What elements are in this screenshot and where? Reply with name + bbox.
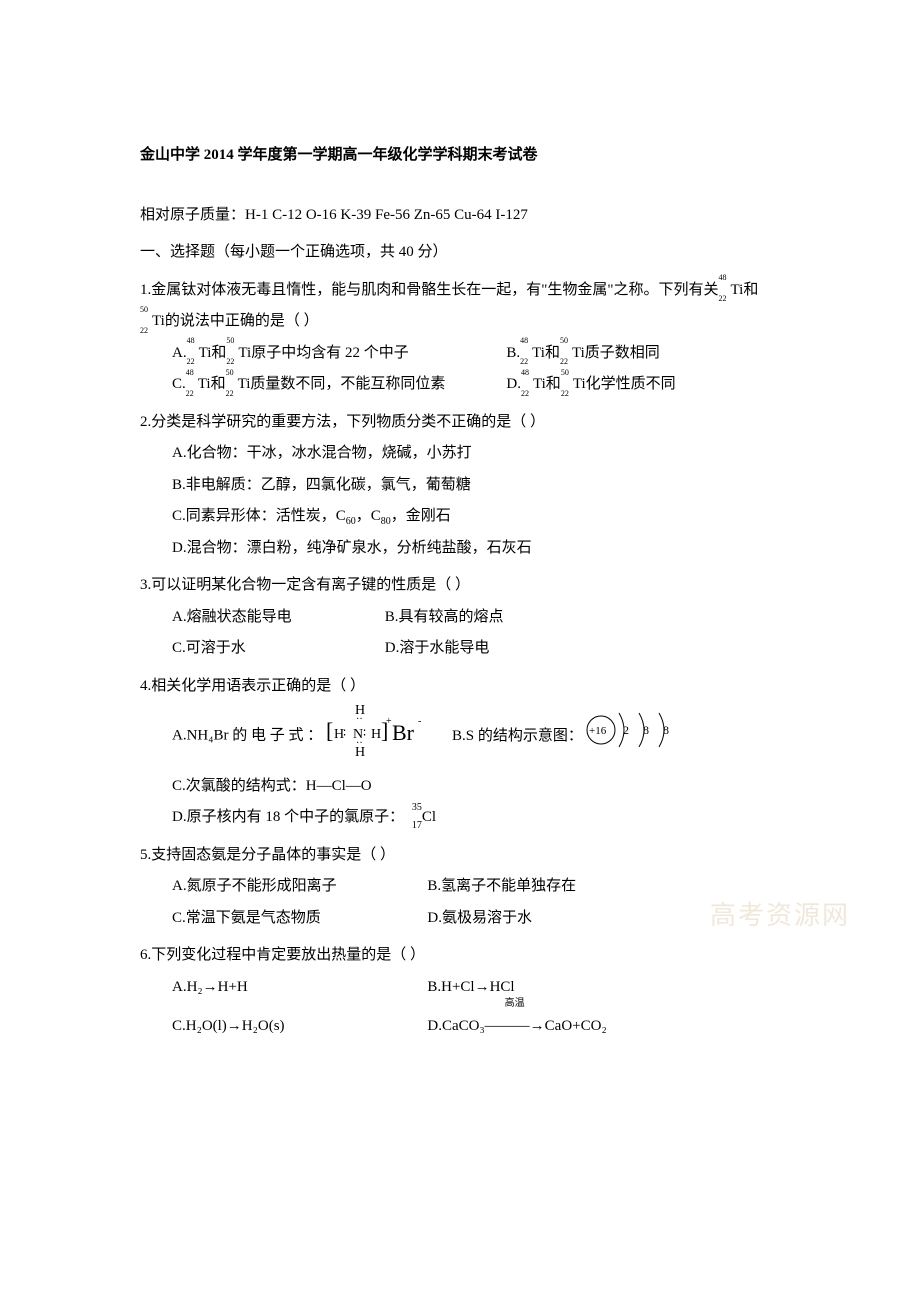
q1-opt-d: D.4822Ti和5022Ti化学性质不同 bbox=[506, 369, 780, 401]
atomic-masses: 相对原子质量：H-1 C-12 O-16 K-39 Fe-56 Zn-65 Cu… bbox=[140, 200, 780, 232]
q1-opt-a: A.4822Ti和5022Ti原子中均含有 22 个中子 bbox=[172, 338, 506, 370]
q3-opt-b: B.具有较高的熔点 bbox=[385, 602, 689, 634]
q2-opt-a: A.化合物：干冰，冰水混合物，烧碱，小苏打 bbox=[172, 438, 780, 470]
q6-stem: 6.下列变化过程中肯定要放出热量的是（ ） bbox=[140, 940, 780, 972]
q1-opt-b: B.4822Ti和5022Ti质子数相同 bbox=[506, 338, 780, 370]
cl-isotope: 3517 bbox=[408, 810, 422, 826]
svg-text:+16: +16 bbox=[589, 725, 607, 737]
q4-opt-a: A.NH₄Br 的 电 子 式 ： [ H ∶ H ·· N ·· H ∶ H … bbox=[172, 702, 452, 771]
q5-opt-b: B.氢离子不能单独存在 bbox=[427, 871, 576, 903]
q6-opt-c: C.H₂O(l)→H₂O(s) bbox=[172, 1011, 427, 1043]
q2-options: A.化合物：干冰，冰水混合物，烧碱，小苏打 B.非电解质：乙醇，四氯化碳，氯气，… bbox=[140, 438, 780, 564]
q3-opt-d: D.溶于水能导电 bbox=[385, 633, 689, 665]
q1-stem: 1.金属钛对体液无毒且惰性，能与肌肉和骨骼生长在一起，有"生物金属"之称。下列有… bbox=[140, 275, 780, 307]
q6-opt-d: D.CaCO₃高温———→CaO+CO₂ bbox=[427, 1011, 606, 1043]
page-title: 金山中学 2014 学年度第一学期高一年级化学学科期末考试卷 bbox=[140, 140, 780, 172]
exam-page: 金山中学 2014 学年度第一学期高一年级化学学科期末考试卷 相对原子质量：H-… bbox=[0, 0, 920, 1302]
svg-text:H: H bbox=[355, 745, 365, 758]
ti50-isotope: 5022 bbox=[140, 315, 152, 329]
heat-arrow: 高温———→ bbox=[485, 1011, 545, 1043]
q4-row-ab: A.NH₄Br 的 电 子 式 ： [ H ∶ H ·· N ·· H ∶ H … bbox=[140, 702, 780, 771]
q5-opt-c: C.常温下氨是气态物质 bbox=[172, 903, 427, 935]
ti-sym: Ti bbox=[731, 282, 744, 298]
q2-stem: 2.分类是科学研究的重要方法，下列物质分类不正确的是（ ） bbox=[140, 407, 780, 439]
q4-opt-b: B.S 的结构示意图： +16 2 8 8 bbox=[452, 705, 780, 768]
q5-opt-d: D.氨极易溶于水 bbox=[427, 903, 532, 935]
q5-opt-a: A.氮原子不能形成阳离子 bbox=[172, 871, 427, 903]
svg-text:2: 2 bbox=[623, 723, 629, 737]
q4-opt-c: C.次氯酸的结构式：H—Cl—O bbox=[140, 771, 780, 803]
q5-stem: 5.支持固态氨是分子晶体的事实是（ ） bbox=[140, 840, 780, 872]
q6-opt-b: B.H+Cl→HCl bbox=[427, 972, 514, 1004]
svg-text:H: H bbox=[371, 727, 381, 742]
q3-opt-c: C.可溶于水 bbox=[172, 633, 385, 665]
q4-stem: 4.相关化学用语表示正确的是（ ） bbox=[140, 671, 780, 703]
s-structure-icon: +16 2 8 8 bbox=[583, 705, 693, 768]
q2-opt-b: B.非电解质：乙醇，四氯化碳，氯气，葡萄糖 bbox=[172, 470, 780, 502]
q1-and: 和 bbox=[743, 282, 758, 298]
svg-text:Br: Br bbox=[392, 720, 415, 745]
svg-text:8: 8 bbox=[643, 723, 649, 737]
svg-text:-: - bbox=[418, 716, 421, 727]
q1-stem-2-text: 的说法中正确的是（ ） bbox=[165, 313, 319, 329]
section-heading: 一、选择题（每小题一个正确选项，共 40 分） bbox=[140, 237, 780, 269]
q2-opt-c: C.同素异形体：活性炭，C60，C80，金刚石 bbox=[172, 501, 780, 533]
q1-options: A.4822Ti和5022Ti原子中均含有 22 个中子 B.4822Ti和50… bbox=[140, 338, 780, 401]
question-3: 3.可以证明某化合物一定含有离子键的性质是（ ） A.熔融状态能导电 B.具有较… bbox=[140, 570, 780, 665]
question-4: 4.相关化学用语表示正确的是（ ） A.NH₄Br 的 电 子 式 ： [ H … bbox=[140, 671, 780, 834]
q6-opt-a: A.H₂→H+H bbox=[172, 972, 427, 1004]
q1-stem-1: 1.金属钛对体液无毒且惰性，能与肌肉和骨骼生长在一起，有"生物金属"之称。下列有… bbox=[140, 282, 719, 298]
q4-opt-d: D.原子核内有 18 个中子的氯原子： 3517Cl bbox=[140, 802, 780, 834]
q3-options: A.熔融状态能导电 B.具有较高的熔点 C.可溶于水 D.溶于水能导电 bbox=[140, 602, 780, 665]
svg-text:∶: ∶ bbox=[343, 726, 346, 740]
q3-opt-a: A.熔融状态能导电 bbox=[172, 602, 385, 634]
question-1: 1.金属钛对体液无毒且惰性，能与肌肉和骨骼生长在一起，有"生物金属"之称。下列有… bbox=[140, 275, 780, 401]
question-2: 2.分类是科学研究的重要方法，下列物质分类不正确的是（ ） A.化合物：干冰，冰… bbox=[140, 407, 780, 565]
ti-sym-2: Ti bbox=[152, 313, 165, 329]
svg-text:[: [ bbox=[326, 718, 333, 743]
q1-stem-2: 5022Ti的说法中正确的是（ ） bbox=[140, 306, 780, 338]
q6-options: A.H₂→H+H B.H+Cl→HCl C.H₂O(l)→H₂O(s) D.Ca… bbox=[140, 972, 780, 1043]
svg-text:∶: ∶ bbox=[363, 726, 366, 740]
svg-text:8: 8 bbox=[663, 723, 669, 737]
q3-stem: 3.可以证明某化合物一定含有离子键的性质是（ ） bbox=[140, 570, 780, 602]
q5-options: A.氮原子不能形成阳离子 B.氢离子不能单独存在 C.常温下氨是气态物质 D.氨… bbox=[140, 871, 780, 934]
svg-text:··: ·· bbox=[356, 714, 363, 725]
q2-opt-d: D.混合物：漂白粉，纯净矿泉水，分析纯盐酸，石灰石 bbox=[172, 533, 780, 565]
ti48-isotope: 4822 bbox=[719, 283, 731, 297]
question-5: 5.支持固态氨是分子晶体的事实是（ ） A.氮原子不能形成阳离子 B.氢离子不能… bbox=[140, 840, 780, 935]
q1-opt-c: C.4822Ti和5022Ti质量数不同，不能互称同位素 bbox=[172, 369, 506, 401]
question-6: 6.下列变化过程中肯定要放出热量的是（ ） A.H₂→H+H B.H+Cl→HC… bbox=[140, 940, 780, 1043]
nh4br-lewis: [ H ∶ H ·· N ·· H ∶ H ] + Br - bbox=[326, 702, 426, 771]
